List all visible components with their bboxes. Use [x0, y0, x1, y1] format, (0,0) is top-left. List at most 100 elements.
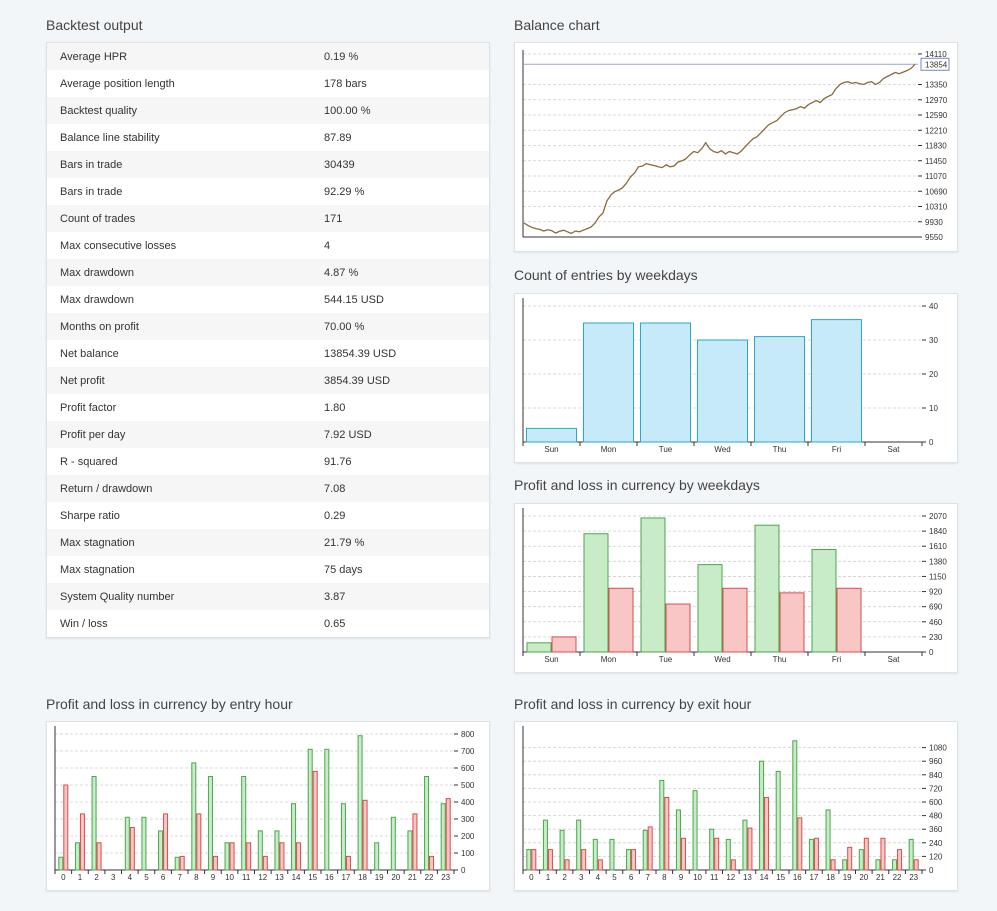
bar — [797, 817, 803, 871]
bar — [811, 549, 837, 653]
stat-label: Balance line stability — [60, 131, 160, 144]
bar — [592, 838, 598, 871]
stats-row: Max consecutive losses 4 — [47, 232, 489, 259]
y-tick-label: 700 — [461, 747, 475, 756]
bar — [526, 427, 577, 443]
stat-label: Months on profit — [47, 313, 311, 340]
y-tick-label: 1150 — [929, 572, 947, 581]
bar — [559, 829, 565, 871]
bar — [754, 524, 780, 653]
stats-row: Return / drawdown 7.08 — [47, 475, 489, 502]
bar — [551, 636, 577, 653]
stat-value: 4.87 % — [311, 259, 489, 286]
bar — [764, 796, 770, 871]
stat-label: Return / drawdown — [47, 475, 311, 502]
x-tick-label: 14 — [292, 873, 301, 882]
bar — [659, 779, 665, 871]
x-tick-label: 21 — [408, 873, 417, 882]
pl-exit-hour-title: Profit and loss in currency by exit hour — [514, 696, 752, 712]
y-tick-label: 460 — [929, 618, 943, 627]
x-tick-label: 13 — [275, 873, 284, 882]
bar — [813, 837, 819, 871]
y-tick-label: 400 — [461, 798, 475, 807]
bar — [913, 859, 919, 871]
stats-row: Balance line stability 87.89 — [47, 124, 489, 151]
x-tick-label: Thu — [773, 445, 787, 454]
bar — [830, 859, 836, 871]
stat-label: Backtest quality — [47, 97, 311, 124]
bar — [191, 762, 197, 871]
x-tick-label: Tue — [659, 445, 673, 454]
y-tick-label: 1610 — [929, 542, 947, 551]
x-tick-label: 16 — [325, 873, 334, 882]
y-tick-label: 13350 — [925, 81, 948, 90]
bar — [291, 803, 297, 871]
y-tick-label: 14110 — [925, 50, 947, 59]
bar — [775, 770, 781, 871]
stat-label: Max drawdown — [47, 259, 311, 286]
balance-chart: 14110 13350 12970 12590 12210 11830 11450 11070… — [522, 50, 950, 242]
bar — [609, 838, 615, 871]
x-tick-label: 2 — [94, 873, 99, 882]
x-tick-label: 17 — [341, 873, 350, 882]
bar — [583, 533, 609, 653]
stats-row: Backtest quality 100.00 % — [47, 97, 489, 124]
x-tick-label: 9 — [211, 873, 216, 882]
x-tick-label: 6 — [161, 873, 166, 882]
stat-label: Max consecutive losses — [60, 239, 177, 252]
y-tick-label: 9550 — [925, 233, 943, 242]
bar — [779, 592, 805, 653]
stat-label: Net balance — [60, 347, 119, 360]
y-tick-label: 40 — [929, 302, 938, 311]
pl-entry-hour-title: Profit and loss in currency by entry hou… — [46, 696, 293, 712]
bar — [407, 830, 413, 871]
bar — [714, 837, 720, 871]
bar — [224, 842, 230, 871]
x-tick-label: 19 — [843, 873, 852, 882]
stat-value: 91.76 — [324, 455, 352, 468]
bar — [296, 842, 302, 871]
stats-row: Max drawdown 544.15 USD — [47, 286, 489, 313]
y-tick-label: 720 — [929, 784, 943, 793]
x-tick-label: 14 — [760, 873, 769, 882]
y-tick-label: 960 — [929, 757, 943, 766]
stat-label: Net profit — [47, 367, 311, 394]
bar — [597, 859, 603, 871]
x-tick-label: 4 — [596, 873, 601, 882]
y-tick-label: 10310 — [925, 203, 948, 212]
y-tick-label: 300 — [461, 815, 475, 824]
bar — [754, 336, 805, 443]
bar — [312, 770, 318, 871]
x-tick-label: 20 — [859, 873, 868, 882]
stat-label: R - squared — [60, 455, 118, 468]
y-tick-label: 120 — [929, 852, 943, 861]
bar — [640, 517, 666, 653]
stats-table: Average HPR 0.19 % Average position length… — [47, 43, 489, 637]
bar — [141, 816, 147, 871]
stats-row: Count of trades 171 — [47, 205, 489, 232]
bar — [858, 849, 864, 871]
x-tick-label: 18 — [358, 873, 367, 882]
stats-row: Average HPR 0.19 % — [47, 43, 489, 70]
stat-value: 3854.39 USD — [311, 367, 489, 394]
stat-label: Sharpe ratio — [60, 509, 120, 522]
bar — [583, 322, 634, 443]
stat-value: 3.87 — [311, 583, 489, 610]
y-tick-label: 10690 — [925, 187, 948, 196]
bar — [58, 856, 64, 871]
pl-exit-hour-panel: 1080 960 840 720 600 480 360 240 120 0 0 1 2 3 4 5 6 7 8 9 1… — [514, 721, 958, 891]
x-tick-label: 17 — [809, 873, 818, 882]
y-tick-label: 1380 — [929, 557, 947, 566]
x-tick-label: 19 — [375, 873, 384, 882]
bar — [880, 837, 886, 871]
bar — [908, 838, 914, 871]
bar — [440, 803, 446, 871]
bar — [747, 827, 753, 871]
stat-value: 92.29 % — [324, 185, 365, 198]
y-tick-label: 0 — [929, 438, 934, 447]
bar — [863, 837, 869, 871]
x-tick-label: 6 — [629, 873, 634, 882]
bar — [324, 748, 330, 871]
